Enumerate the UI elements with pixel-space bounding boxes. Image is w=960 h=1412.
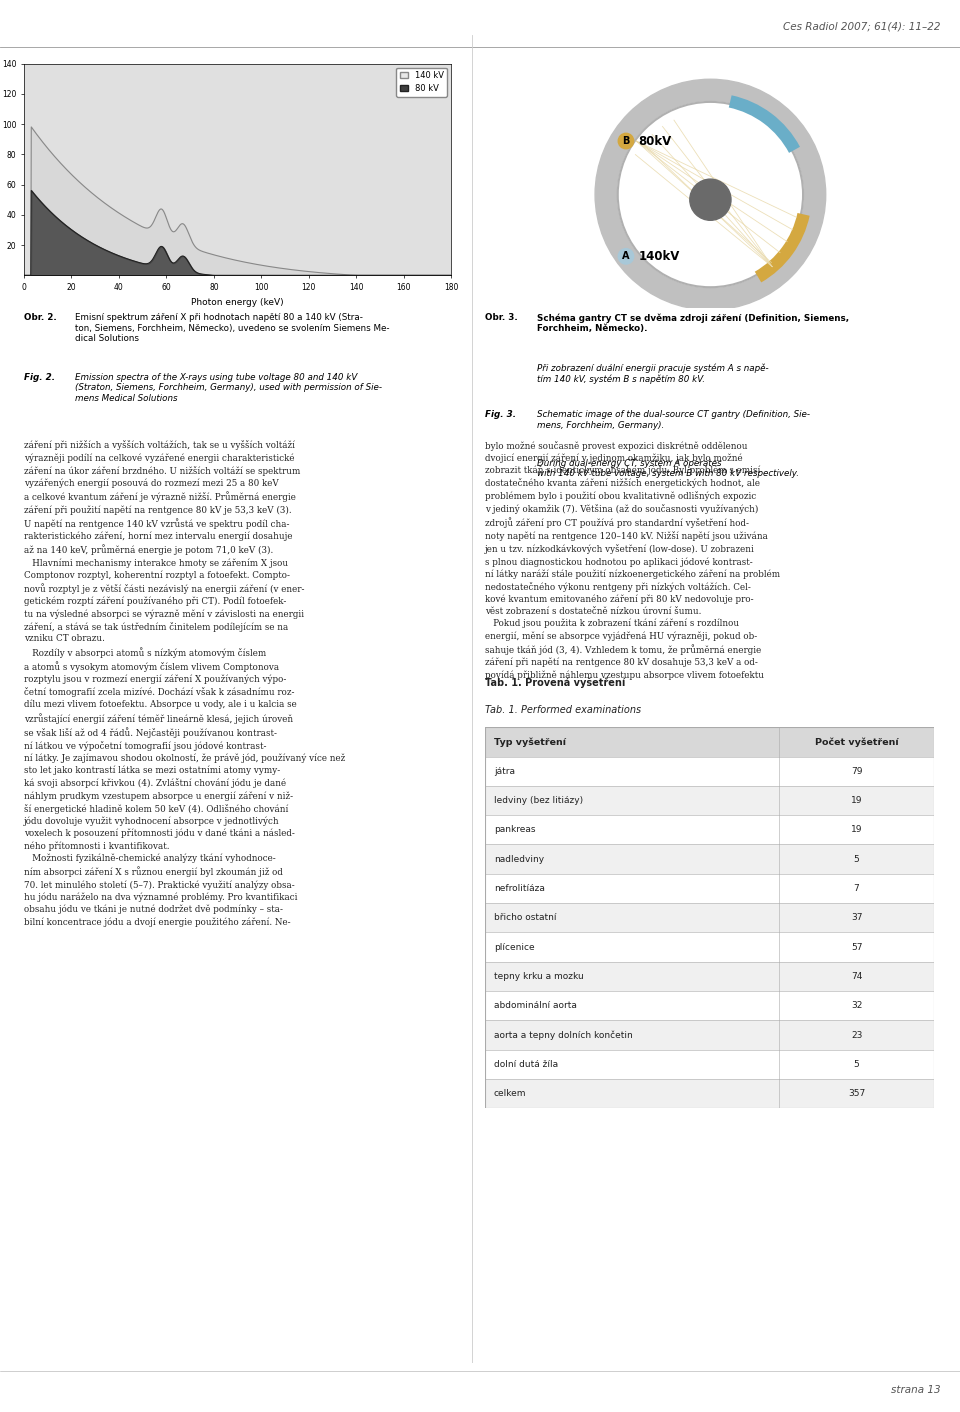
Text: 357: 357 (848, 1089, 865, 1099)
Text: 57: 57 (851, 943, 862, 952)
Text: 19: 19 (851, 796, 862, 805)
Text: abdominální aorta: abdominální aorta (493, 1001, 577, 1010)
Text: dolní dutá žíla: dolní dutá žíla (493, 1060, 558, 1069)
Text: Ces Radiol 2007; 61(4): 11–22: Ces Radiol 2007; 61(4): 11–22 (783, 21, 941, 31)
Circle shape (618, 249, 634, 264)
Circle shape (595, 79, 826, 309)
Text: 5: 5 (853, 854, 859, 864)
Text: Emission spectra of the X-rays using tube voltage 80 and 140 kV
(Straton, Siemen: Emission spectra of the X-rays using tub… (75, 373, 382, 402)
Text: Obr. 3.: Obr. 3. (485, 313, 517, 322)
FancyBboxPatch shape (485, 786, 934, 815)
Text: Obr. 2.: Obr. 2. (24, 313, 57, 322)
FancyBboxPatch shape (485, 727, 934, 757)
Text: Fig. 3.: Fig. 3. (485, 411, 516, 419)
Text: 140kV: 140kV (638, 250, 680, 263)
Text: During dual-energy CT, system A operates
with 140 kV tube voltage, system B with: During dual-energy CT, system A operates… (537, 459, 799, 479)
Text: 7: 7 (853, 884, 859, 892)
FancyBboxPatch shape (485, 904, 934, 932)
Text: 19: 19 (851, 826, 862, 834)
Text: A: A (622, 251, 630, 261)
Circle shape (618, 133, 634, 148)
Text: 79: 79 (851, 767, 862, 775)
Text: Schéma gantry CT se dvěma zdroji záření (Definition, Siemens,
Forchheim, Německo: Schéma gantry CT se dvěma zdroji záření … (537, 313, 849, 333)
Text: tepny krku a mozku: tepny krku a mozku (493, 971, 584, 981)
Text: břicho ostatní: břicho ostatní (493, 914, 556, 922)
Circle shape (617, 102, 804, 287)
Text: 80kV: 80kV (638, 134, 672, 147)
Text: Tab. 1. Provená vyšetření: Tab. 1. Provená vyšetření (485, 678, 625, 688)
Text: Typ vyšetření: Typ vyšetření (493, 737, 565, 747)
Text: celkem: celkem (493, 1089, 526, 1099)
Text: strana 13: strana 13 (891, 1385, 941, 1395)
Text: plícenice: plícenice (493, 943, 535, 952)
Text: aorta a tepny dolních končetin: aorta a tepny dolních končetin (493, 1031, 633, 1039)
Text: 37: 37 (851, 914, 862, 922)
Text: 23: 23 (851, 1031, 862, 1039)
Text: Počet vyšetření: Počet vyšetření (815, 737, 899, 747)
Legend: 140 kV, 80 kV: 140 kV, 80 kV (396, 68, 447, 96)
Text: Fig. 2.: Fig. 2. (24, 373, 55, 381)
Text: nadledviny: nadledviny (493, 854, 544, 864)
Text: nefrolitíáza: nefrolitíáza (493, 884, 544, 892)
Circle shape (690, 179, 731, 220)
Text: Emisní spektrum záření X při hodnotach napětí 80 a 140 kV (Stra-
ton, Siemens, F: Emisní spektrum záření X při hodnotach n… (75, 313, 390, 343)
X-axis label: Photon energy (keV): Photon energy (keV) (191, 298, 284, 306)
Text: 32: 32 (851, 1001, 862, 1010)
FancyBboxPatch shape (485, 1021, 934, 1049)
Text: ledviny (bez litiázy): ledviny (bez litiázy) (493, 796, 583, 805)
Text: 74: 74 (851, 971, 862, 981)
Text: bylo možné současně provest expozici diskrétně oddělenou
dvojicí energií záření : bylo možné současně provest expozici dis… (485, 441, 780, 679)
Text: pankreas: pankreas (493, 826, 536, 834)
Text: B: B (622, 136, 630, 145)
Text: Při zobrazení duální energii pracuje systém A s napě-
tím 140 kV, systém B s nap: Při zobrazení duální energii pracuje sys… (537, 363, 768, 384)
Text: Tab. 1. Performed examinations: Tab. 1. Performed examinations (485, 705, 641, 716)
FancyBboxPatch shape (485, 1079, 934, 1108)
FancyBboxPatch shape (485, 844, 934, 874)
Text: Schematic image of the dual-source CT gantry (Definition, Sie-
mens, Forchheim, : Schematic image of the dual-source CT ga… (537, 411, 809, 429)
Text: záření při nižších a vyšších voltážích, tak se u vyšších voltáží
výrazněji podíl: záření při nižších a vyšších voltážích, … (24, 441, 346, 926)
Text: 5: 5 (853, 1060, 859, 1069)
FancyBboxPatch shape (485, 962, 934, 991)
Text: játra: játra (493, 767, 515, 775)
